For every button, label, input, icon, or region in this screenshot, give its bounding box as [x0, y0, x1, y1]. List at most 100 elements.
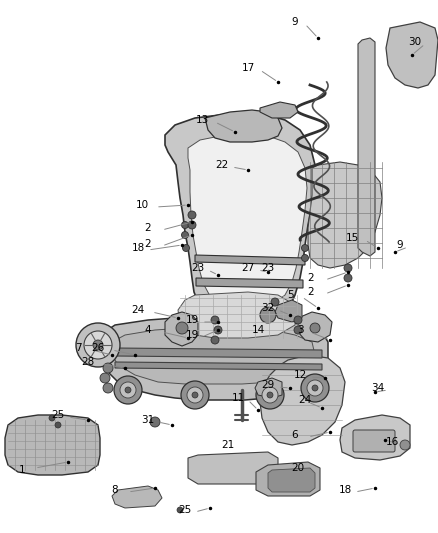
Circle shape	[103, 363, 113, 373]
Circle shape	[181, 231, 188, 238]
FancyBboxPatch shape	[353, 430, 395, 452]
Circle shape	[188, 221, 196, 229]
Polygon shape	[298, 312, 332, 342]
Circle shape	[301, 254, 308, 262]
Circle shape	[181, 381, 209, 409]
Text: 26: 26	[92, 343, 105, 353]
Polygon shape	[112, 328, 315, 384]
Text: 1: 1	[19, 465, 25, 475]
Text: 25: 25	[178, 505, 192, 515]
Text: 10: 10	[135, 200, 148, 210]
Circle shape	[260, 307, 276, 323]
Polygon shape	[188, 135, 307, 310]
Polygon shape	[308, 162, 382, 268]
Polygon shape	[115, 348, 322, 358]
Text: 23: 23	[261, 263, 275, 273]
Circle shape	[100, 373, 110, 383]
Text: 2: 2	[307, 273, 314, 283]
Text: 14: 14	[251, 325, 265, 335]
Polygon shape	[386, 22, 438, 88]
Circle shape	[192, 392, 198, 398]
Text: 11: 11	[231, 393, 245, 403]
Text: 19: 19	[185, 315, 198, 325]
Text: 22: 22	[215, 160, 229, 170]
Text: 25: 25	[51, 410, 65, 420]
Text: 3: 3	[297, 325, 303, 335]
Text: 19: 19	[185, 330, 198, 340]
Text: 8: 8	[112, 485, 118, 495]
Polygon shape	[275, 300, 302, 322]
Circle shape	[262, 387, 278, 403]
Circle shape	[84, 331, 112, 359]
Circle shape	[211, 316, 219, 324]
Polygon shape	[260, 102, 298, 118]
Text: 28: 28	[81, 357, 95, 367]
Polygon shape	[165, 312, 198, 346]
Circle shape	[271, 298, 279, 306]
Circle shape	[177, 507, 183, 513]
Circle shape	[187, 387, 203, 403]
Circle shape	[181, 222, 188, 229]
Text: 24: 24	[298, 395, 311, 405]
Circle shape	[400, 440, 410, 450]
Text: 12: 12	[293, 370, 307, 380]
Polygon shape	[340, 415, 410, 460]
Polygon shape	[115, 362, 322, 370]
Polygon shape	[256, 462, 320, 496]
Text: 31: 31	[141, 415, 155, 425]
Circle shape	[256, 381, 284, 409]
Text: 6: 6	[292, 430, 298, 440]
Polygon shape	[268, 468, 315, 492]
Text: 24: 24	[131, 305, 145, 315]
Text: 16: 16	[385, 437, 399, 447]
Text: 18: 18	[131, 243, 145, 253]
Text: 2: 2	[145, 223, 151, 233]
Text: 15: 15	[346, 233, 359, 243]
Polygon shape	[178, 292, 295, 338]
Text: 27: 27	[241, 263, 254, 273]
Polygon shape	[100, 318, 328, 400]
Text: 34: 34	[371, 383, 385, 393]
Text: 7: 7	[75, 343, 81, 353]
Circle shape	[307, 380, 323, 396]
Circle shape	[344, 274, 352, 282]
Circle shape	[150, 417, 160, 427]
Circle shape	[183, 245, 190, 252]
Circle shape	[214, 326, 222, 334]
Polygon shape	[260, 355, 345, 445]
Circle shape	[344, 264, 352, 272]
Text: 9: 9	[292, 17, 298, 27]
Circle shape	[114, 376, 142, 404]
Polygon shape	[195, 255, 305, 265]
Circle shape	[103, 383, 113, 393]
Circle shape	[49, 415, 55, 421]
Text: 13: 13	[195, 115, 208, 125]
Text: 2: 2	[145, 239, 151, 249]
Text: 17: 17	[241, 63, 254, 73]
Circle shape	[312, 385, 318, 391]
Circle shape	[188, 211, 196, 219]
Polygon shape	[5, 415, 100, 475]
Text: 30: 30	[409, 37, 421, 47]
Polygon shape	[196, 278, 303, 288]
Circle shape	[55, 422, 61, 428]
Polygon shape	[112, 486, 162, 508]
Text: 5: 5	[287, 290, 293, 300]
Polygon shape	[165, 114, 315, 328]
Circle shape	[93, 340, 103, 350]
Text: 9: 9	[397, 240, 403, 250]
Text: 20: 20	[291, 463, 304, 473]
Circle shape	[294, 316, 302, 324]
Circle shape	[76, 323, 120, 367]
Text: 29: 29	[261, 380, 275, 390]
Text: 32: 32	[261, 303, 275, 313]
Circle shape	[211, 336, 219, 344]
Text: 4: 4	[145, 325, 151, 335]
Circle shape	[267, 392, 273, 398]
Polygon shape	[188, 452, 278, 484]
Text: 21: 21	[221, 440, 235, 450]
Text: 2: 2	[307, 287, 314, 297]
Polygon shape	[205, 110, 282, 142]
Text: 18: 18	[339, 485, 352, 495]
Circle shape	[301, 374, 329, 402]
